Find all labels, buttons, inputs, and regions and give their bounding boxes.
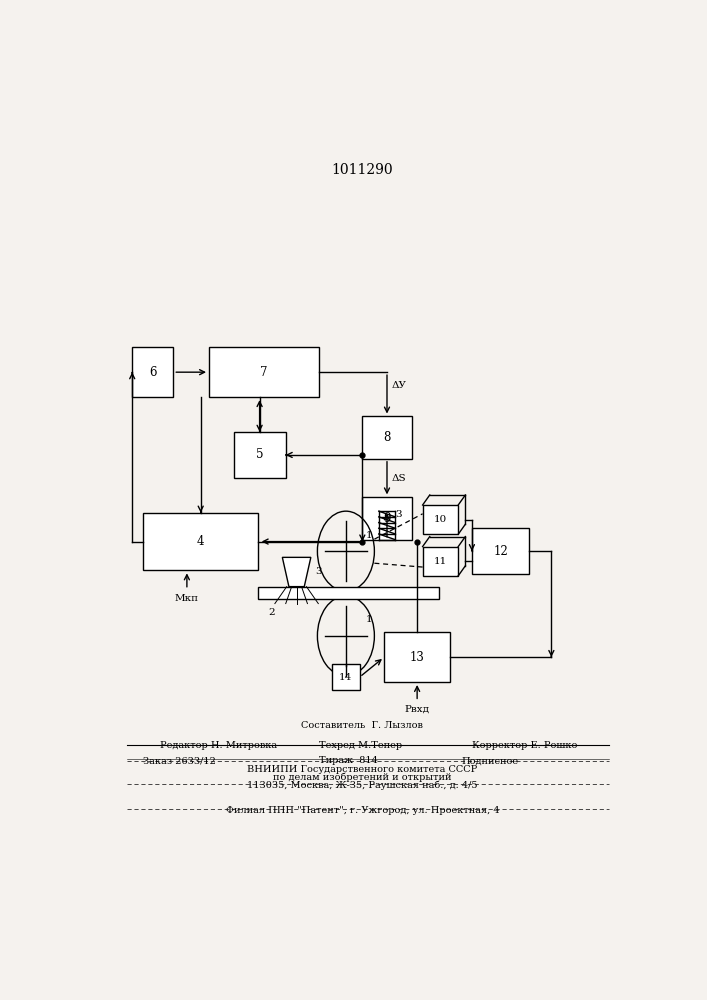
Text: Мкп: Мкп (175, 594, 199, 603)
Text: 2: 2 (269, 608, 275, 617)
Text: 5: 5 (256, 448, 263, 461)
Bar (423, 547, 458, 576)
Text: Редактор Н. Митровка: Редактор Н. Митровка (160, 741, 276, 750)
Bar (132, 347, 173, 397)
Bar (423, 505, 458, 534)
Text: 4: 4 (197, 535, 204, 548)
Bar (332, 664, 360, 690)
Text: Составитель  Г. Лызлов: Составитель Г. Лызлов (301, 721, 423, 730)
Text: 11: 11 (434, 557, 447, 566)
Text: 10: 10 (434, 515, 447, 524)
Text: 3: 3 (315, 567, 322, 576)
Bar (363, 497, 411, 540)
Text: Корректор Е. Рошко: Корректор Е. Рошко (472, 741, 578, 750)
Text: Тираж  814: Тираж 814 (319, 756, 378, 765)
Text: 9: 9 (383, 512, 391, 525)
Text: 1011290: 1011290 (332, 163, 393, 177)
Bar (385, 632, 450, 682)
Text: 7: 7 (260, 366, 267, 379)
Text: Рвхд: Рвхд (404, 705, 430, 714)
Text: 12: 12 (493, 545, 508, 558)
Text: 14: 14 (339, 673, 353, 682)
Text: ΔУ: ΔУ (392, 381, 407, 390)
Bar (233, 432, 286, 478)
Text: 1: 1 (366, 531, 373, 540)
Bar (363, 416, 411, 459)
Bar (258, 587, 439, 599)
Bar (472, 528, 530, 574)
Text: Подписное: Подписное (461, 756, 518, 765)
Text: 6: 6 (149, 366, 156, 379)
Polygon shape (282, 557, 311, 587)
Text: ВНИИПИ Государственного комитета СССР: ВНИИПИ Государственного комитета СССР (247, 766, 477, 774)
Bar (209, 347, 319, 397)
Text: Заказ 2633/12: Заказ 2633/12 (144, 756, 216, 765)
Text: по делам изобретений и открытий: по делам изобретений и открытий (273, 773, 452, 782)
Text: Филиал ППП "Патент", г. Ужгород, ул. Проектная, 4: Филиал ППП "Патент", г. Ужгород, ул. Про… (226, 806, 499, 815)
Text: 13: 13 (409, 651, 425, 664)
Bar (144, 513, 258, 570)
Text: 3: 3 (395, 510, 402, 519)
Text: 1: 1 (366, 615, 373, 624)
Text: 113035, Москва, Ж-35, Раушская наб., д. 4/5: 113035, Москва, Ж-35, Раушская наб., д. … (247, 780, 478, 790)
Text: 8: 8 (383, 431, 391, 444)
Text: ΔS: ΔS (392, 474, 406, 483)
Text: Техред М.Тепер: Техред М.Тепер (319, 741, 402, 750)
